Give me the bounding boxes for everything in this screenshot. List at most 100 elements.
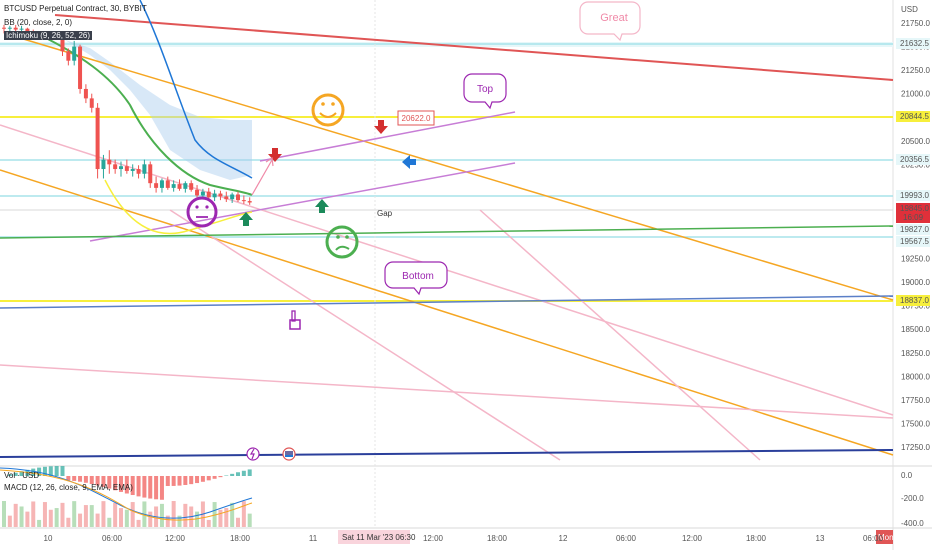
price-label-19567: 19567.5 <box>900 237 929 246</box>
macd-axis-labels: 0.0 -200.0 -400.0 <box>901 471 924 528</box>
great-callout[interactable]: Great <box>579 1 641 42</box>
macd-bar <box>124 476 129 494</box>
volume-bar <box>95 513 100 527</box>
candle-body <box>159 180 164 188</box>
macd-tick-label: 0.0 <box>901 471 913 480</box>
candle-body <box>130 169 135 171</box>
candle-body <box>171 184 176 188</box>
volume-bar <box>148 511 153 527</box>
y-tick-label: 18000.0 <box>901 372 930 381</box>
price-label-20356: 20356.5 <box>900 155 929 164</box>
price-box-callout[interactable]: 20622.0 <box>397 110 435 126</box>
macd-bar <box>230 473 235 476</box>
candles-group <box>2 24 252 205</box>
top-label: Top <box>477 84 494 95</box>
candle-body <box>165 180 170 188</box>
macd-bar <box>212 476 217 479</box>
volume-bar <box>72 501 77 527</box>
volume-bar <box>165 515 170 527</box>
macd-line <box>0 467 253 519</box>
macd-bar <box>136 476 141 497</box>
candle-body <box>101 159 106 170</box>
candle-body <box>83 88 88 99</box>
volume-bar <box>83 505 88 527</box>
macd-bar <box>66 476 71 481</box>
macd-bar <box>142 476 147 498</box>
date-marker: Sat 11 Mar '23 06:30 <box>342 533 416 542</box>
volume-bar <box>230 502 235 527</box>
candle-body <box>60 37 65 52</box>
candle-body <box>25 28 30 33</box>
top-callout[interactable]: Top <box>463 73 507 110</box>
volume-bar <box>78 513 83 527</box>
macd-bar <box>171 476 176 486</box>
mon-marker-bg <box>876 530 893 544</box>
candle-body <box>72 46 77 61</box>
red-down-arrow-icon <box>374 120 388 134</box>
candle-body <box>247 201 252 203</box>
candle-body <box>107 159 112 165</box>
lightning-event-icon[interactable] <box>246 447 260 461</box>
y-tick-label: 21000.0 <box>901 90 930 99</box>
y-tick-label: 21750.0 <box>901 19 930 28</box>
macd-bar <box>241 470 246 476</box>
candle-body <box>113 164 118 170</box>
blue-left-arrow-icon <box>402 155 416 169</box>
volume-bar <box>206 519 211 527</box>
candle-body <box>236 194 240 201</box>
x-tick-label: 12:00 <box>682 534 703 543</box>
mon-marker: Mon <box>878 533 894 542</box>
volume-bar <box>224 508 229 527</box>
y-tick-label: 18750.0 <box>901 302 930 311</box>
macd-bar <box>42 466 47 476</box>
y-tick-label: 17750.0 <box>901 396 930 405</box>
candle-body <box>189 183 194 190</box>
price-label-19993: 19993.0 <box>900 191 929 200</box>
macd-bar <box>37 467 42 476</box>
time-axis-labels: 10 06:00 12:00 18:00 11 12:00 18:00 12 06:00 12:0… <box>44 534 884 543</box>
candle-body <box>230 194 235 200</box>
red-down-arrow-icon <box>268 148 282 162</box>
y-tick-label: 17500.0 <box>901 419 930 428</box>
volume-bar <box>241 501 246 527</box>
green-up-arrow-icon <box>315 199 329 213</box>
macd-bar <box>247 469 252 476</box>
x-tick-label: 12 <box>559 534 568 543</box>
candle-body <box>200 191 205 196</box>
volume-bar <box>89 505 94 527</box>
x-tick-label: 06:00 <box>863 534 884 543</box>
volume-bar <box>171 501 176 527</box>
volume-indicator-label[interactable]: Vol · USD <box>4 471 40 480</box>
macd-indicator-label[interactable]: MACD (12, 26, close, 9, EMA, EMA) <box>4 483 133 492</box>
candle-body <box>78 46 83 89</box>
macd-bar <box>154 476 159 500</box>
candle-body <box>154 183 159 188</box>
bb-indicator-label[interactable]: BB (20, close, 2, 0) <box>4 18 73 27</box>
volume-bar <box>119 508 123 527</box>
candle-body <box>218 193 223 197</box>
sad-face-icon <box>325 225 359 259</box>
candle-body <box>183 183 188 189</box>
x-tick-label: 12:00 <box>165 534 186 543</box>
countdown-label: 16:09 <box>903 213 924 222</box>
macd-bar <box>130 476 135 496</box>
volume-bar <box>7 515 12 527</box>
volume-bar <box>54 508 59 527</box>
pointing-hand-icon <box>289 310 301 330</box>
bottom-label: Bottom <box>402 271 434 282</box>
ichimoku-indicator-label[interactable]: Ichimoku (9, 26, 52, 26) <box>4 31 93 40</box>
macd-bar <box>60 466 65 476</box>
trend-lines <box>0 14 894 461</box>
macd-bar <box>189 476 194 485</box>
macd-bar <box>54 466 59 476</box>
y-tick-label: 19000.0 <box>901 278 930 287</box>
volume-bar <box>25 511 30 527</box>
projection-arrow <box>251 159 273 196</box>
macd-bar <box>83 476 88 483</box>
flag-event-icon[interactable] <box>282 447 296 461</box>
candle-body <box>212 193 217 198</box>
macd-bar <box>78 476 83 482</box>
bb-basis <box>39 34 253 196</box>
bottom-callout[interactable]: Bottom <box>384 261 448 296</box>
